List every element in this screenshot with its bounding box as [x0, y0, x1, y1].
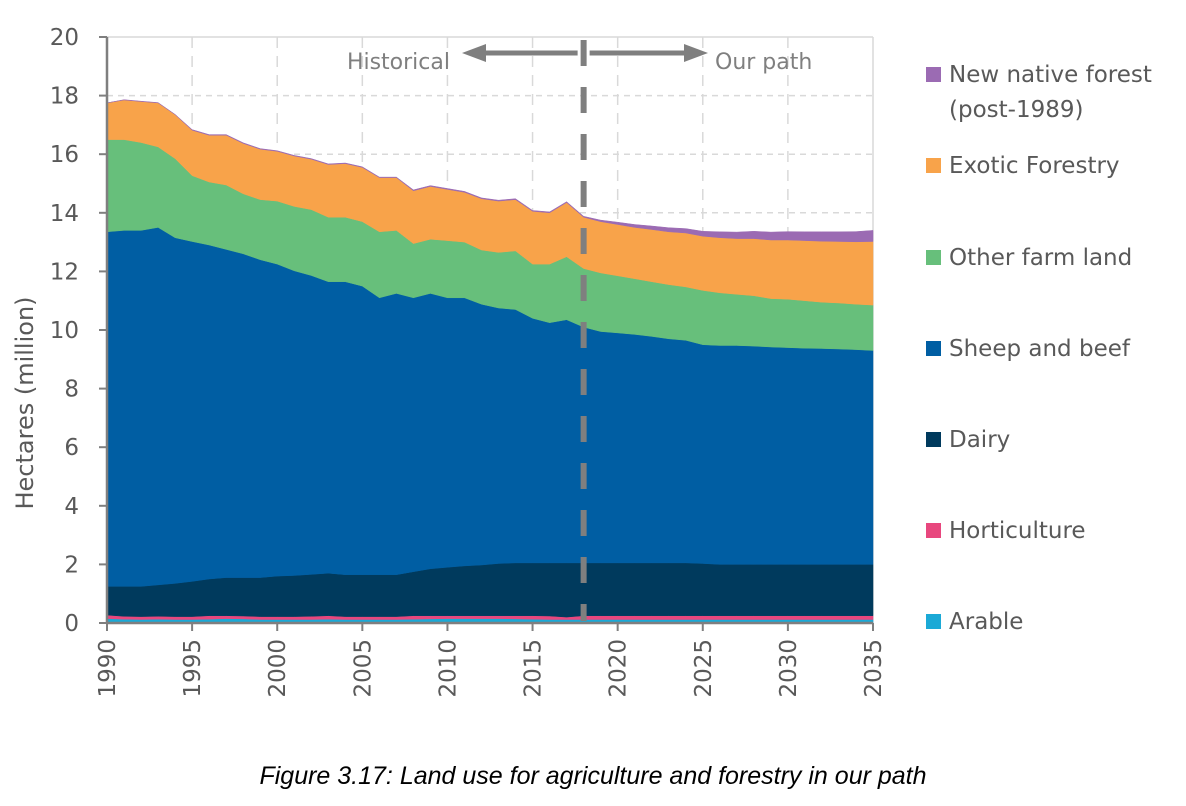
x-tick-label: 2010	[435, 639, 461, 698]
legend-label: Exotic Forestry	[949, 153, 1120, 179]
x-tick-label: 2000	[265, 639, 291, 698]
legend-item: Exotic Forestry	[926, 149, 1179, 184]
legend-swatch-icon	[926, 158, 941, 173]
y-tick-label: 12	[50, 259, 79, 285]
x-tick-label: 2030	[776, 639, 802, 698]
y-tick-label: 16	[50, 142, 79, 168]
legend-label: Horticulture	[949, 518, 1086, 544]
legend-item: Arable	[926, 605, 1179, 640]
legend-swatch-icon	[926, 67, 941, 82]
legend-swatch-icon	[926, 432, 941, 447]
x-tick-labels: 1990 1995 2000 2005 2010 2015 2020 2025 2030 2035	[95, 639, 887, 698]
legend-item: Other farm land	[926, 241, 1179, 276]
legend-item: Dairy	[926, 423, 1179, 458]
y-tick-label: 20	[50, 25, 79, 51]
y-tick-label: 0	[64, 611, 79, 637]
legend-swatch-icon	[926, 341, 941, 356]
legend-swatch-icon	[926, 523, 941, 538]
legend-label: New native forest (post-1989)	[949, 62, 1152, 123]
x-tick-label: 2020	[606, 639, 632, 698]
our-path-label: Our path	[715, 50, 812, 75]
x-tick-label: 1990	[95, 639, 121, 698]
legend-label: Dairy	[949, 427, 1011, 453]
y-tick-label: 4	[64, 494, 79, 520]
area-new-native-forest-post-1989	[106, 99, 874, 243]
legend-label: Sheep and beef	[949, 336, 1130, 362]
legend-item: Sheep and beef	[926, 332, 1179, 367]
arrow-left-icon	[462, 44, 486, 62]
x-tick-label: 2005	[350, 639, 376, 698]
arrow-right-icon	[684, 44, 708, 62]
y-tick-label: 14	[50, 201, 79, 227]
y-tick-label: 2	[64, 552, 79, 578]
legend-swatch-icon	[926, 614, 941, 629]
y-tick-label: 18	[50, 84, 79, 110]
legend-label: Other farm land	[949, 245, 1133, 271]
x-tick-label: 1995	[180, 639, 206, 698]
legend-swatch-icon	[926, 250, 941, 265]
legend-item: New native forest (post-1989)	[926, 58, 1179, 128]
y-tick-label: 8	[64, 377, 79, 403]
x-tick-label: 2025	[691, 639, 717, 698]
figure-caption: Figure 3.17: Land use for agriculture an…	[259, 762, 927, 790]
x-tick-label: 2015	[521, 639, 547, 698]
area-series	[106, 99, 874, 624]
period-annotations: Historical Our path	[347, 44, 812, 75]
legend-item: Horticulture	[926, 514, 1179, 549]
legend-label: Arable	[949, 609, 1024, 635]
axes	[99, 36, 874, 631]
x-tick-label: 2035	[861, 639, 887, 698]
y-axis-title: Hectares (million)	[11, 296, 39, 509]
historical-label: Historical	[347, 50, 450, 75]
y-tick-label: 6	[64, 435, 79, 461]
y-tick-labels: 0 2 4 6 8 10 12 14 16 18 20	[50, 25, 79, 637]
y-tick-label: 10	[50, 318, 79, 344]
